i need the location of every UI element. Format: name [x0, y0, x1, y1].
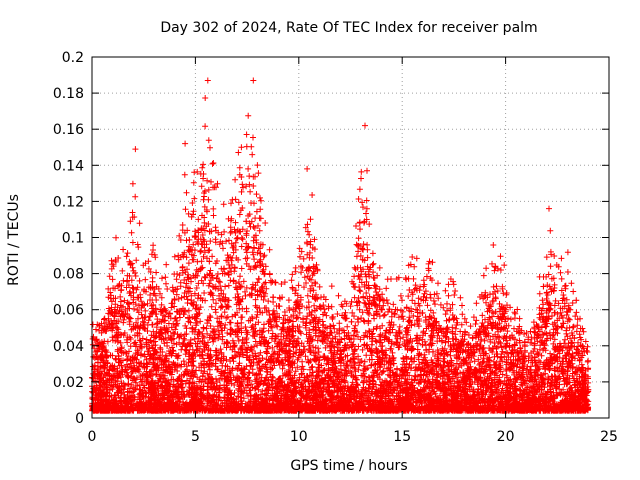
y-tick-label: 0.14	[53, 158, 84, 174]
x-tick-label: 20	[497, 429, 515, 445]
x-tick-label: 0	[88, 429, 97, 445]
y-tick-label: 0.12	[53, 194, 84, 210]
scatter-markers	[89, 77, 592, 414]
y-tick-label: 0.04	[53, 339, 84, 355]
chart-title: Day 302 of 2024, Rate Of TEC Index for r…	[160, 20, 537, 36]
y-tick-label: 0.1	[62, 231, 84, 247]
x-tick-label: 25	[600, 429, 618, 445]
y-tick-label: 0.08	[53, 267, 84, 283]
y-tick-label: 0	[75, 411, 84, 427]
x-tick-label: 10	[290, 429, 308, 445]
data-points	[89, 77, 592, 414]
x-tick-label: 5	[191, 429, 200, 445]
y-tick-label: 0.16	[53, 122, 84, 138]
y-tick-label: 0.2	[62, 50, 84, 66]
y-tick-label: 0.18	[53, 86, 84, 102]
y-axis-label: ROTI / TECUs	[6, 194, 22, 286]
y-tick-label: 0.02	[53, 375, 84, 391]
axis-ticks: 0 0.02 0.04 0.06 0.08 0.1 0.12 0.14 0.16 0.18 0.2 0…	[53, 50, 618, 445]
y-tick-label: 0.06	[53, 303, 84, 319]
x-axis-label: GPS time / hours	[290, 458, 407, 474]
x-tick-label: 15	[393, 429, 411, 445]
